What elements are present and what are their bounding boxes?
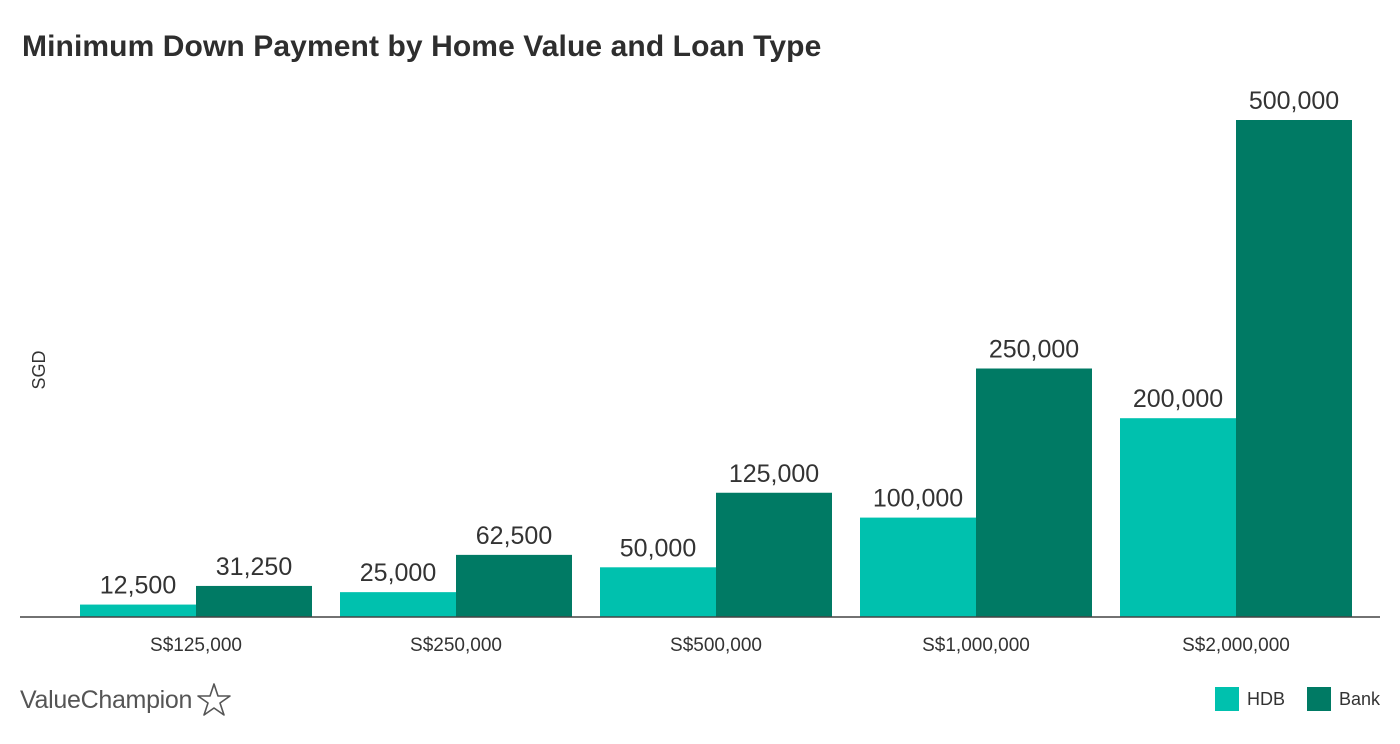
star-outline-icon — [197, 683, 231, 716]
brand-logo: ValueChampion — [20, 682, 232, 718]
labels-layer: 12,500 31,250 25,000 62,500 50,000 125,000 100… — [100, 87, 1339, 600]
legend-item-hdb: HDB — [1214, 687, 1285, 711]
legend: HDB Bank — [1193, 687, 1380, 711]
bar-bank-2 — [716, 492, 832, 617]
bar-hdb-1 — [340, 592, 456, 617]
data-label-hdb-1: 25,000 — [360, 559, 436, 587]
data-label-bank-4: 500,000 — [1249, 87, 1339, 115]
legend-swatch-bank — [1306, 687, 1331, 711]
bar-bank-3 — [976, 368, 1092, 617]
x-tick-label-3: S$1,000,000 — [922, 635, 1030, 656]
chart-title: Minimum Down Payment by Home Value and L… — [22, 30, 822, 63]
legend-label-bank: Bank — [1338, 688, 1380, 709]
bar-bank-1 — [456, 554, 572, 617]
bar-hdb-2 — [600, 567, 716, 617]
data-label-bank-1: 62,500 — [476, 522, 552, 550]
x-tick-label-0: S$125,000 — [150, 635, 242, 656]
bar-hdb-3 — [860, 517, 976, 617]
x-tick-label-4: S$2,000,000 — [1182, 635, 1290, 656]
data-label-hdb-0: 12,500 — [100, 572, 176, 600]
legend-label-hdb: HDB — [1246, 688, 1285, 709]
x-tick-label-1: S$250,000 — [410, 635, 502, 656]
bar-bank-4 — [1236, 120, 1352, 617]
legend-swatch-hdb — [1214, 687, 1239, 711]
bars-layer — [80, 120, 1352, 617]
bar-bank-0 — [196, 585, 312, 617]
y-axis-label: SGD — [29, 350, 49, 389]
bar-hdb-4 — [1120, 418, 1236, 617]
legend-item-bank: Bank — [1306, 687, 1380, 711]
data-label-bank-3: 250,000 — [989, 336, 1079, 364]
data-label-hdb-3: 100,000 — [873, 485, 963, 513]
brand-name: ValueChampion — [20, 685, 193, 714]
data-label-hdb-2: 50,000 — [620, 534, 696, 562]
bar-hdb-0 — [80, 604, 196, 617]
data-label-bank-2: 125,000 — [729, 460, 819, 488]
data-label-bank-0: 31,250 — [216, 553, 292, 581]
x-tick-label-2: S$500,000 — [670, 635, 762, 656]
x-tick-labels: S$125,000 S$250,000 S$500,000 S$1,000,000 S$… — [150, 635, 1290, 656]
data-label-hdb-4: 200,000 — [1133, 385, 1223, 413]
